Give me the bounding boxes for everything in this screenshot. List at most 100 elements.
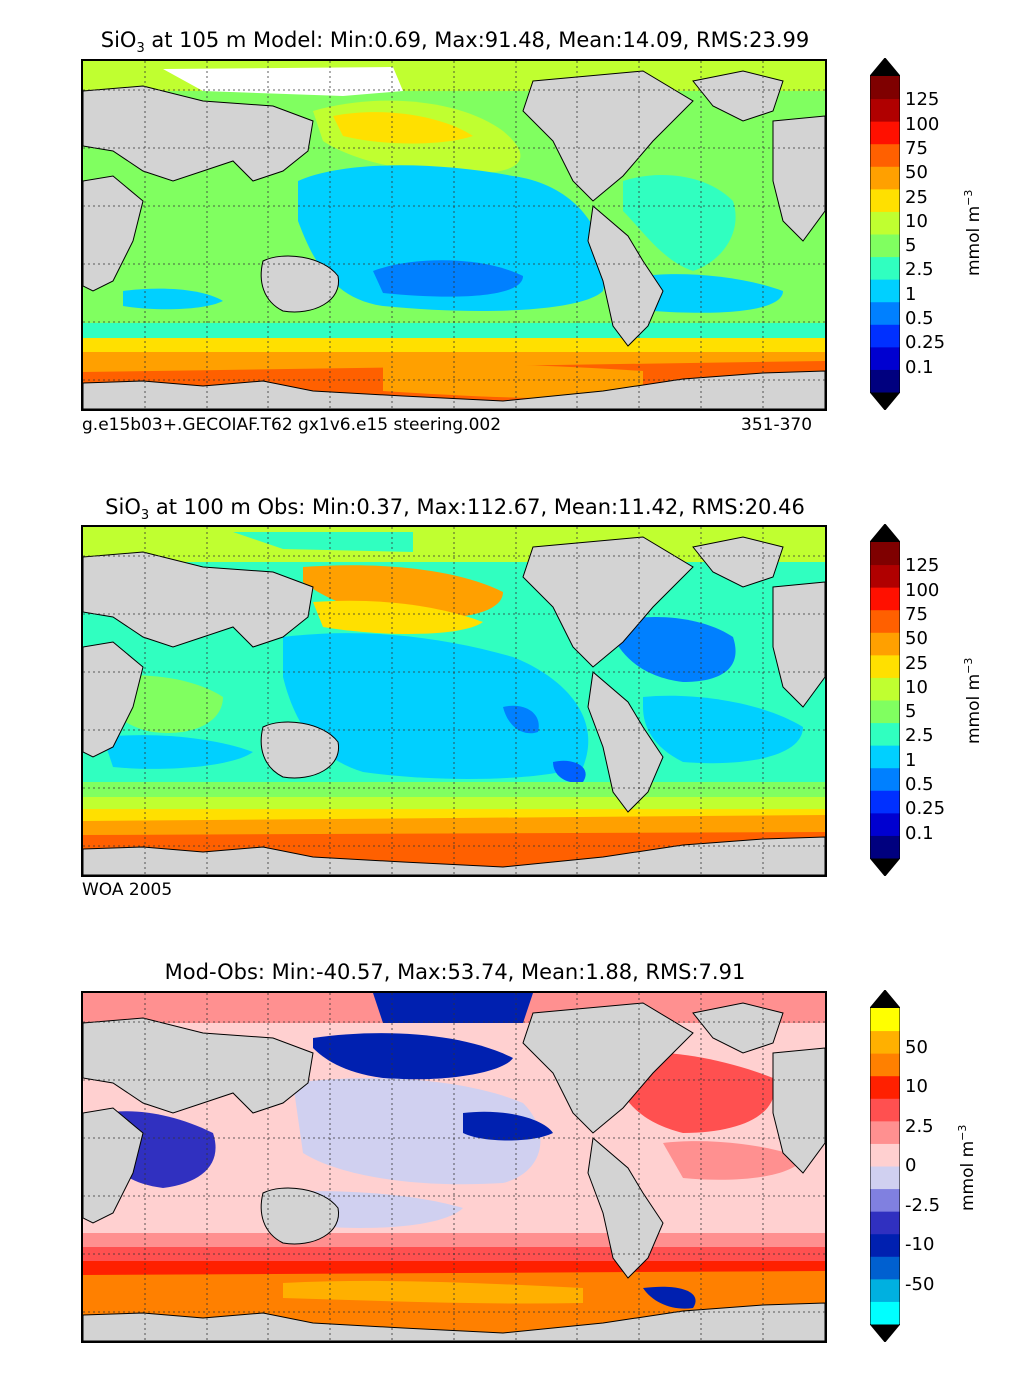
units-exp: −3 xyxy=(956,1124,970,1141)
colorbar-model xyxy=(869,57,901,411)
colorbar-tick-label: 5 xyxy=(905,235,917,257)
colorbar-tick-label: 1 xyxy=(905,749,917,771)
colorbar-tick-label: 0.1 xyxy=(905,356,934,378)
colorbar-tick-label: 2.5 xyxy=(905,1115,934,1137)
panel-title-diff: Mod-Obs: Min:-40.57, Max:53.74, Mean:1.8… xyxy=(30,960,880,984)
colorbar-segment xyxy=(870,1233,900,1257)
colorbar-tick-label: 0.25 xyxy=(905,798,946,820)
panel-title-obs: SiO3 at 100 m Obs: Min:0.37, Max:112.67,… xyxy=(30,495,880,523)
colorbar-tick-label: 0.5 xyxy=(905,774,934,796)
colorbar-segment xyxy=(870,256,900,280)
colorbar-under-triangle xyxy=(870,1324,900,1342)
colorbar-obs-label: mmol m−3 xyxy=(962,646,984,756)
colorbar-tick-label: 75 xyxy=(905,603,928,625)
colorbar-segment xyxy=(870,369,900,393)
colorbar-segment xyxy=(870,301,900,325)
colorbar-segment xyxy=(870,632,900,656)
colorbar-segment xyxy=(870,121,900,145)
colorbar-tick-label: 10 xyxy=(905,676,928,698)
colorbar-diff xyxy=(869,989,901,1343)
colorbar-tick-label: 125 xyxy=(905,555,940,577)
colorbar-diff-label: mmol m−3 xyxy=(956,1113,978,1223)
title-post: at 100 m Obs: Min:0.37, Max:112.67, Mean… xyxy=(149,495,805,519)
colorbar-segment xyxy=(870,1211,900,1235)
colorbar-tick-label: 25 xyxy=(905,652,928,674)
colorbar-segment xyxy=(870,188,900,212)
colorbar-segment xyxy=(870,234,900,258)
colorbar-tick-label: 100 xyxy=(905,579,940,601)
colorbar-tick-label: 100 xyxy=(905,113,940,135)
caption-obs-left: WOA 2005 xyxy=(82,880,173,900)
title-pre: SiO xyxy=(105,495,141,519)
colorbar-segment xyxy=(870,835,900,859)
title-post: Mod-Obs: Min:-40.57, Max:53.74, Mean:1.8… xyxy=(164,960,746,984)
colorbar-segment xyxy=(870,1053,900,1077)
colorbar-segment xyxy=(870,166,900,190)
colorbar-tick-label: 0.25 xyxy=(905,332,946,354)
colorbar-segment xyxy=(870,790,900,814)
colorbar-segment xyxy=(870,745,900,769)
colorbar-segment xyxy=(870,324,900,348)
colorbar-tick-label: -50 xyxy=(905,1273,935,1295)
colorbar-tick-label: 10 xyxy=(905,210,928,232)
colorbar-obs xyxy=(869,523,901,877)
colorbar-tick-label: 2.5 xyxy=(905,725,934,747)
colorbar-segment xyxy=(870,76,900,100)
map-model xyxy=(81,59,827,411)
colorbar-tick-label: 50 xyxy=(905,162,928,184)
colorbar-segment xyxy=(870,587,900,611)
colorbar-under-triangle xyxy=(870,392,900,410)
colorbar-tick-label: 1 xyxy=(905,283,917,305)
colorbar-segment xyxy=(870,1188,900,1212)
colorbar-segment xyxy=(870,279,900,303)
colorbar-tick-label: 50 xyxy=(905,1036,928,1058)
colorbar-segment xyxy=(870,700,900,724)
units-text: mmol m xyxy=(963,673,984,745)
map-obs xyxy=(81,525,827,877)
colorbar-segment xyxy=(870,677,900,701)
colorbar-segment xyxy=(870,98,900,122)
colorbar-segment xyxy=(870,1301,900,1325)
panel-title-model: SiO3 at 105 m Model: Min:0.69, Max:91.48… xyxy=(30,28,880,56)
colorbar-tick-label: 125 xyxy=(905,89,940,111)
colorbar-tick-label: 2.5 xyxy=(905,259,934,281)
colorbar-over-triangle xyxy=(870,524,900,542)
colorbar-segment xyxy=(870,1030,900,1054)
colorbar-segment xyxy=(870,346,900,370)
colorbar-model-label: mmol m−3 xyxy=(962,178,984,288)
map-obs-svg xyxy=(83,527,825,875)
caption-model-right: 351-370 xyxy=(741,415,813,435)
colorbar-over-triangle xyxy=(870,990,900,1008)
colorbar-segment xyxy=(870,564,900,588)
units-text: mmol m xyxy=(957,1140,978,1212)
colorbar-tick-label: 10 xyxy=(905,1076,928,1097)
colorbar-tick-label: -2.5 xyxy=(905,1194,941,1216)
map-diff-svg xyxy=(83,993,825,1341)
colorbar-tick-label: 50 xyxy=(905,628,928,650)
title-sub: 3 xyxy=(140,508,150,524)
colorbar-segment xyxy=(870,654,900,678)
units-exp: −3 xyxy=(962,657,976,674)
colorbar-segment xyxy=(870,542,900,566)
units-text: mmol m xyxy=(963,205,984,277)
colorbar-under-triangle xyxy=(870,858,900,876)
colorbar-segment xyxy=(870,767,900,791)
colorbar-over-triangle xyxy=(870,58,900,76)
title-pre: SiO xyxy=(100,28,137,52)
colorbar-segment xyxy=(870,211,900,235)
colorbar-segment xyxy=(870,1120,900,1144)
colorbar-segment xyxy=(870,722,900,746)
colorbar-diff-svg xyxy=(869,989,901,1343)
map-model-svg xyxy=(83,61,825,409)
title-sub: 3 xyxy=(136,41,145,57)
colorbar-segment xyxy=(870,143,900,167)
colorbar-segment xyxy=(870,1008,900,1032)
colorbar-segment xyxy=(870,1143,900,1167)
colorbar-model-svg xyxy=(869,57,901,411)
colorbar-segment xyxy=(870,1098,900,1122)
map-diff xyxy=(81,991,827,1343)
colorbar-segment xyxy=(870,1256,900,1280)
colorbar-segment xyxy=(870,1166,900,1190)
colorbar-tick-label: 5 xyxy=(905,701,917,723)
colorbar-tick-label: 75 xyxy=(905,137,928,159)
